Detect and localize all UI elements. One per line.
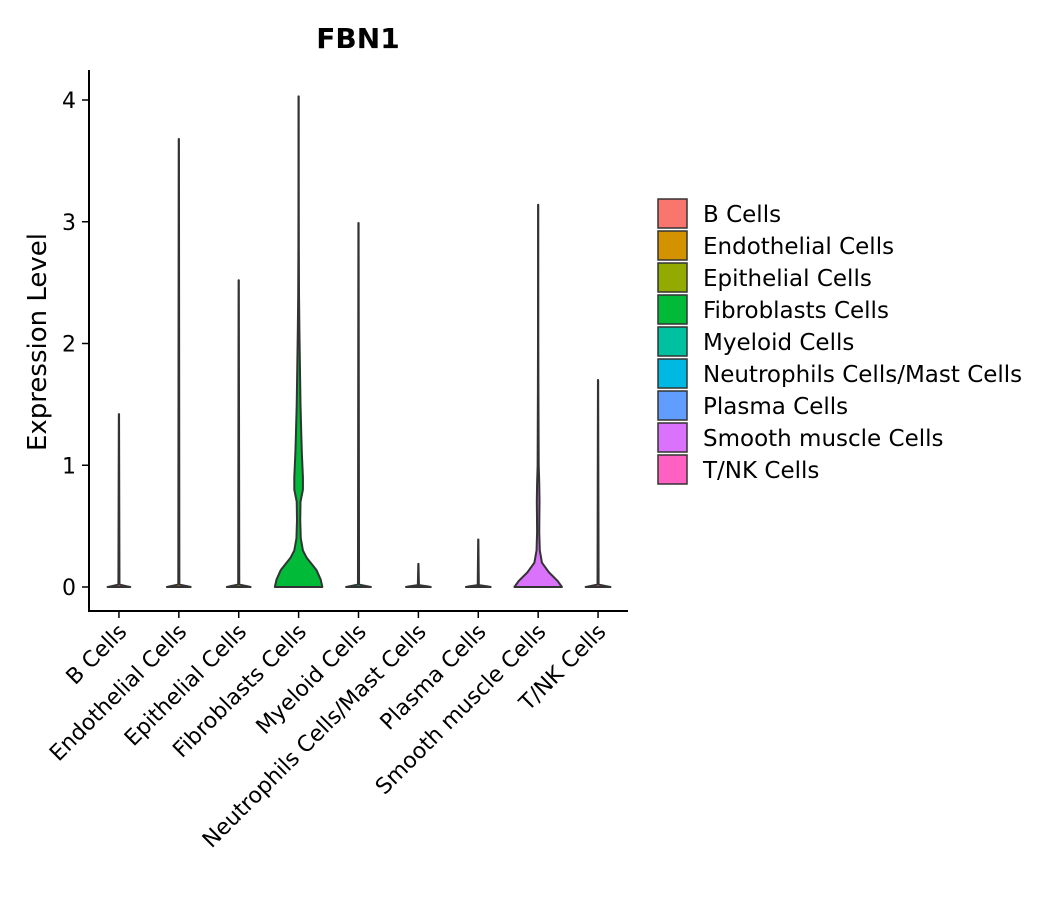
legend-key <box>657 326 688 357</box>
x-tick-label: Plasma Cells <box>376 620 492 736</box>
violin-layer <box>106 95 612 588</box>
violin-3 <box>225 279 252 588</box>
y-axis-title: Expression Level <box>23 233 53 451</box>
legend-label: Plasma Cells <box>703 394 848 420</box>
legend-label: Fibroblasts Cells <box>703 298 889 324</box>
violin-9 <box>584 379 612 588</box>
y-tick-label: 2 <box>62 333 76 358</box>
legend-key <box>657 390 688 421</box>
y-tick-label: 1 <box>62 454 76 479</box>
violin-4 <box>273 95 324 588</box>
chart-title: FBN1 <box>316 22 399 55</box>
y-tick-label: 3 <box>62 211 76 236</box>
y-tick-label: 4 <box>62 89 76 114</box>
legend-label: Myeloid Cells <box>703 330 854 356</box>
violin-5 <box>345 221 372 588</box>
legend-label: Epithelial Cells <box>703 266 872 292</box>
legend-key <box>657 422 688 453</box>
legend-label: B Cells <box>703 202 781 228</box>
legend: B Cells Endothelial Cells Epithelial Cells… <box>657 198 1022 485</box>
legend-key <box>657 358 688 389</box>
violin-7 <box>464 538 492 588</box>
legend-key <box>657 198 688 229</box>
violin-2 <box>165 137 192 588</box>
violin-8 <box>513 203 563 588</box>
violin-6 <box>404 562 432 588</box>
legend-label: Smooth muscle Cells <box>703 426 944 452</box>
legend-label: Neutrophils Cells/Mast Cells <box>703 362 1022 388</box>
y-axis-ticks: 0 1 2 3 4 <box>62 89 89 601</box>
legend-label: Endothelial Cells <box>703 234 894 260</box>
legend-key <box>657 294 688 325</box>
y-tick-label: 0 <box>62 576 76 601</box>
violin-1 <box>106 413 132 588</box>
legend-key <box>657 230 688 261</box>
legend-key <box>657 454 688 485</box>
legend-key <box>657 262 688 293</box>
legend-label: T/NK Cells <box>702 458 819 484</box>
